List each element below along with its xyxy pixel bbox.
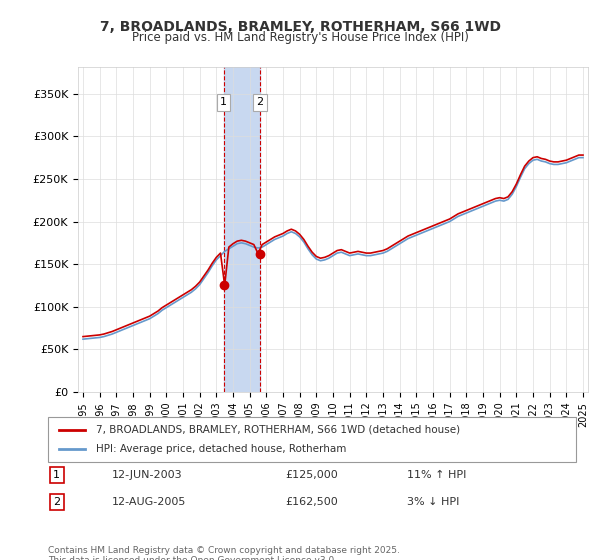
Text: £162,500: £162,500: [286, 497, 338, 507]
Text: 11% ↑ HPI: 11% ↑ HPI: [407, 470, 466, 480]
Text: 1: 1: [220, 97, 227, 107]
Bar: [224, 67, 260, 392]
Text: HPI: Average price, detached house, Rotherham: HPI: Average price, detached house, Roth…: [95, 445, 346, 455]
Text: £125,000: £125,000: [286, 470, 338, 480]
FancyBboxPatch shape: [48, 417, 576, 462]
Text: 3% ↓ HPI: 3% ↓ HPI: [407, 497, 460, 507]
Text: 12-AUG-2005: 12-AUG-2005: [112, 497, 186, 507]
Text: 1: 1: [53, 470, 60, 480]
Text: Contains HM Land Registry data © Crown copyright and database right 2025.
This d: Contains HM Land Registry data © Crown c…: [48, 546, 400, 560]
Text: Price paid vs. HM Land Registry's House Price Index (HPI): Price paid vs. HM Land Registry's House …: [131, 31, 469, 44]
Text: 2: 2: [256, 97, 263, 107]
Text: 7, BROADLANDS, BRAMLEY, ROTHERHAM, S66 1WD (detached house): 7, BROADLANDS, BRAMLEY, ROTHERHAM, S66 1…: [95, 424, 460, 435]
Text: 12-JUN-2003: 12-JUN-2003: [112, 470, 182, 480]
Text: 2: 2: [53, 497, 61, 507]
Text: 7, BROADLANDS, BRAMLEY, ROTHERHAM, S66 1WD: 7, BROADLANDS, BRAMLEY, ROTHERHAM, S66 1…: [100, 20, 500, 34]
